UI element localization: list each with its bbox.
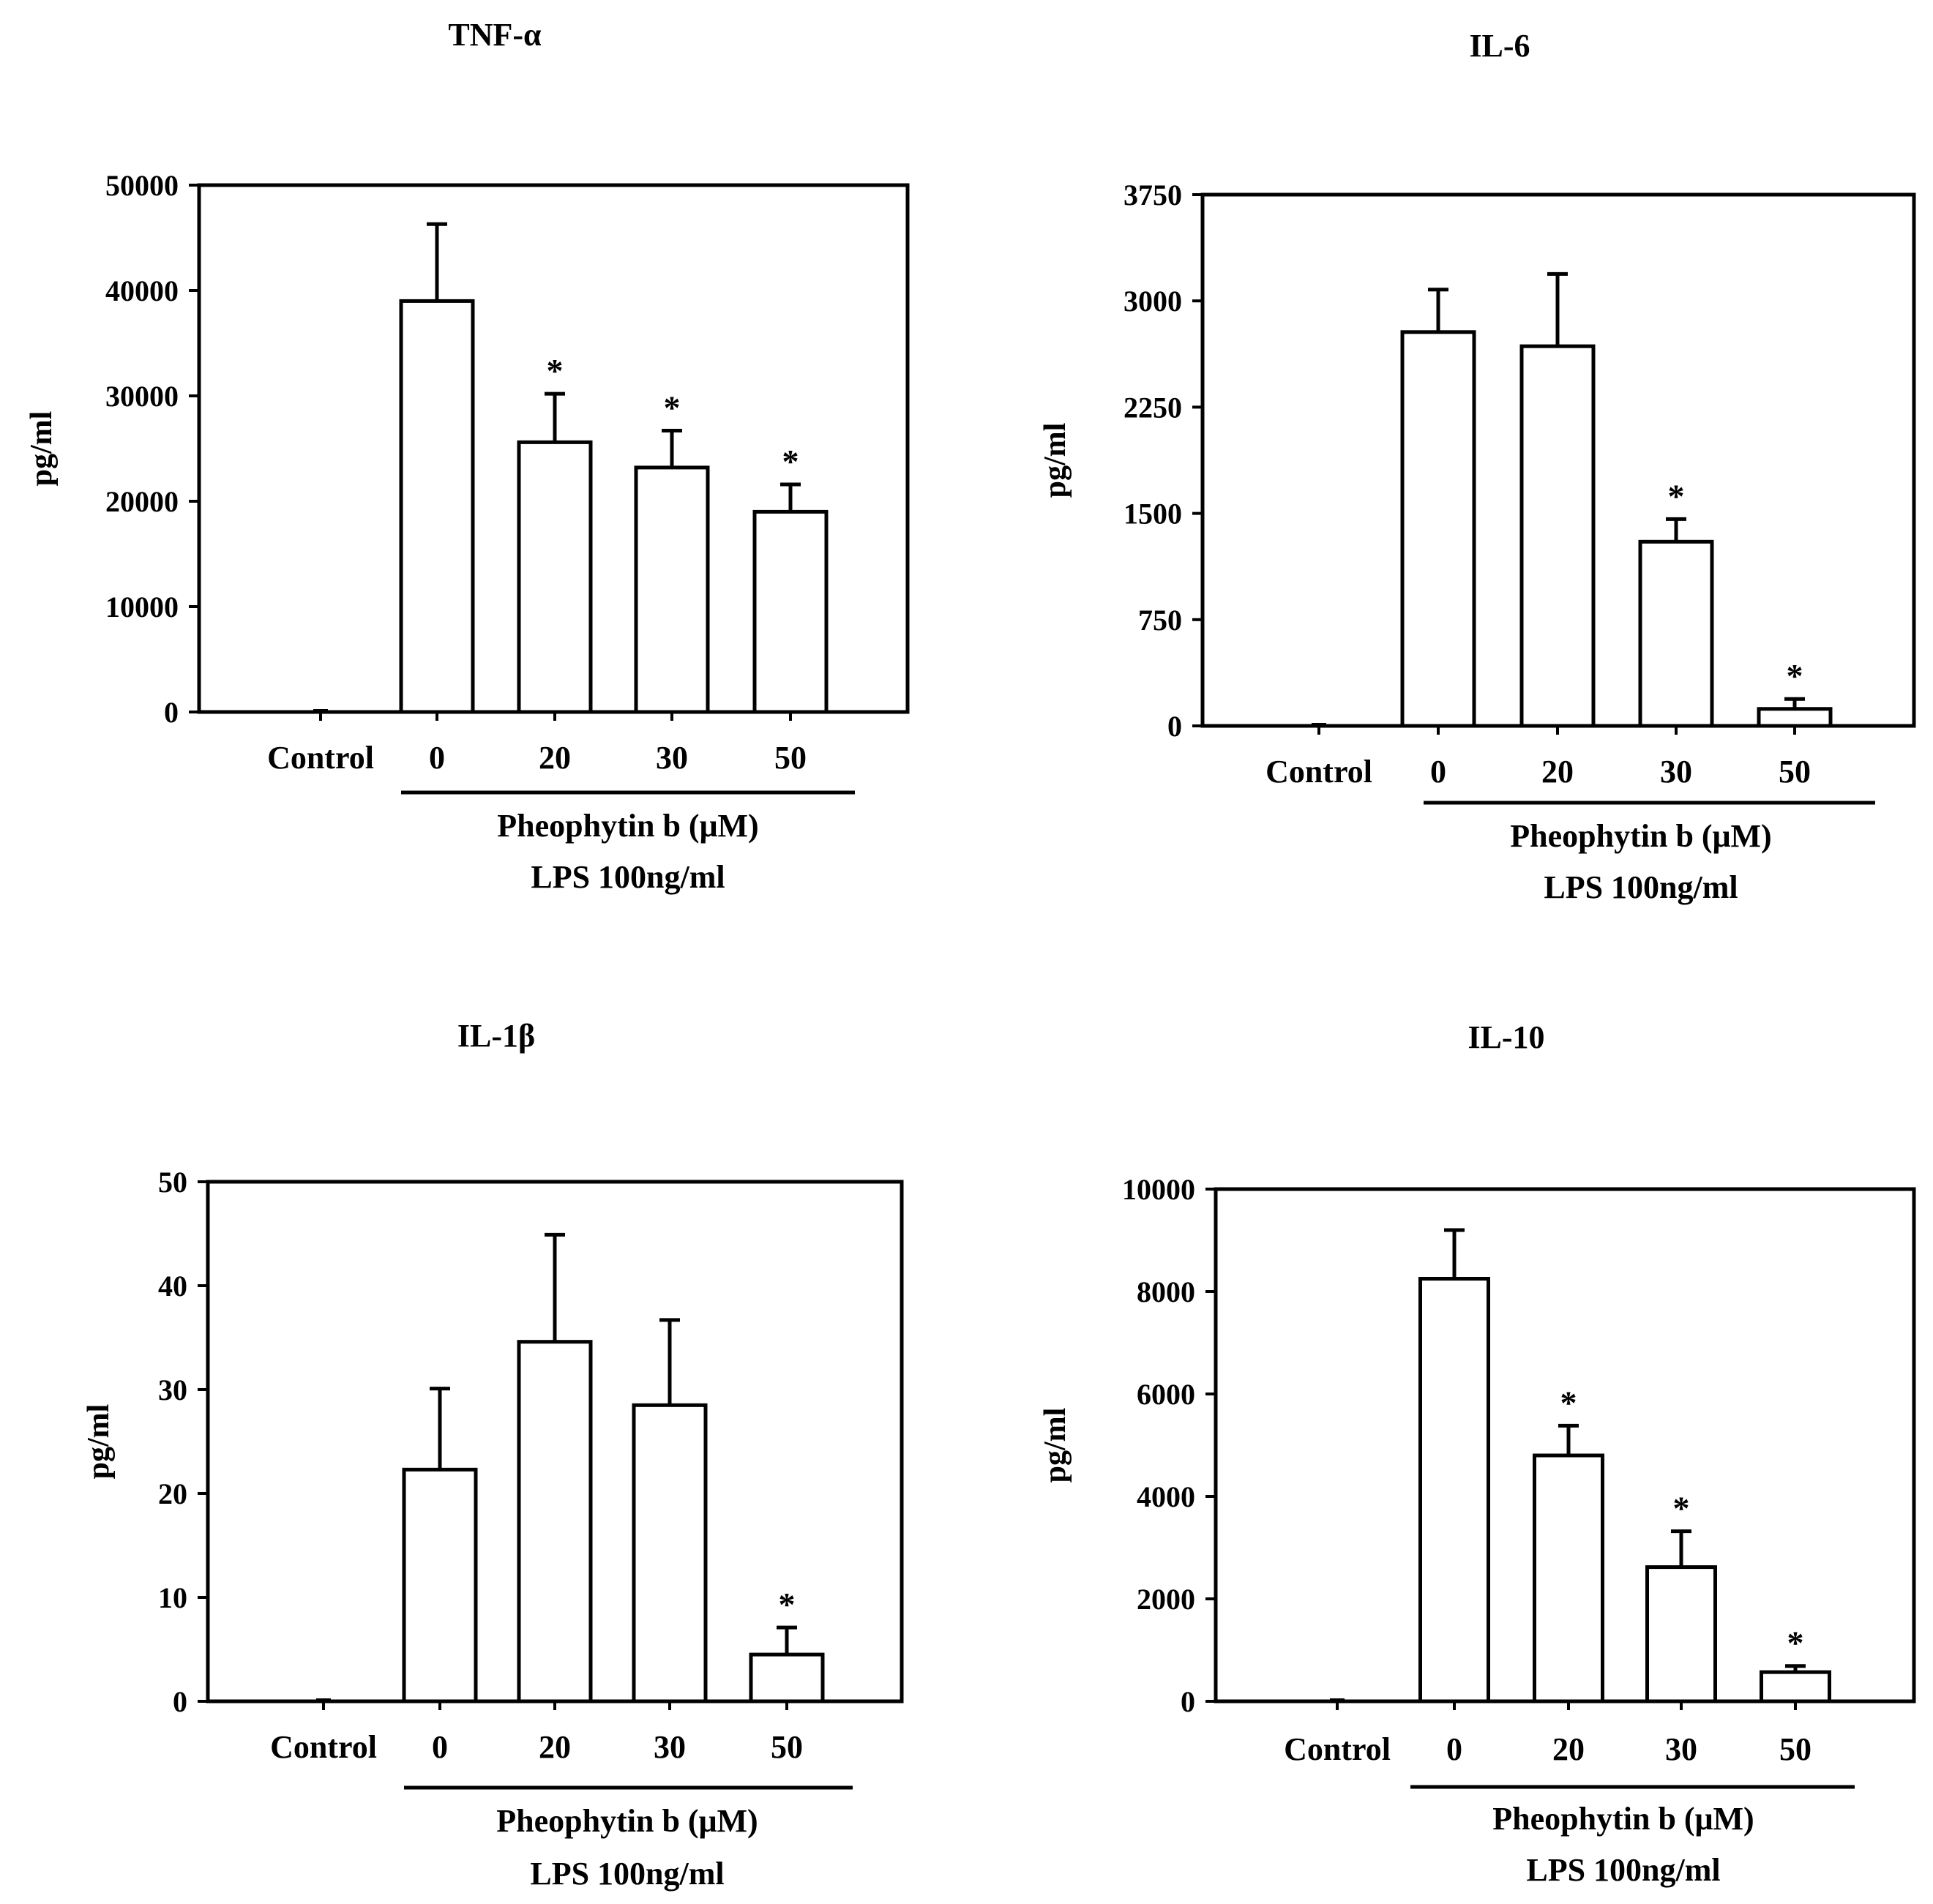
y-tick-label: 4000 [1137, 1480, 1195, 1513]
y-tick-label: 20000 [105, 485, 179, 518]
y-tick-label: 0 [1181, 1685, 1195, 1718]
y-tick-label: 0 [1167, 710, 1182, 743]
y-tick-label: 3000 [1123, 285, 1182, 318]
x-tick-label: 50 [771, 1729, 803, 1765]
x-tick-label: 50 [1779, 754, 1811, 790]
x-tick-label: Control [267, 740, 374, 776]
y-tick-label: 30000 [105, 380, 179, 413]
y-tick-label: 0 [173, 1685, 187, 1718]
y-tick-label: 1500 [1123, 498, 1182, 531]
chart-panel-tnf-alpha: TNF-α 0 10000 20000 30000 40000 50000 pg/ml Cont… [25, 17, 910, 895]
significance-marker: * [1560, 1384, 1577, 1421]
significance-marker: * [1668, 477, 1685, 514]
condition-label: LPS 100ng/ml [530, 1856, 724, 1892]
chart-panel-il-6: IL-6 0 750 1500 2250 3000 3750 pg/ml Control 0 20 *… [1039, 28, 1916, 905]
bar-20 [517, 440, 593, 714]
significance-marker: * [1787, 1624, 1804, 1662]
x-tick-label: 20 [539, 1729, 571, 1765]
y-tick-label: 40 [158, 1270, 187, 1303]
y-axis-label: pg/ml [82, 1404, 116, 1480]
y-tick-label: 3750 [1123, 179, 1182, 211]
x-tick-label: Control [1265, 754, 1372, 790]
y-tick-label: 50000 [105, 169, 179, 202]
bar-50 [749, 1652, 825, 1704]
bar-50 [1757, 707, 1833, 728]
y-tick-label: 8000 [1137, 1275, 1195, 1308]
bar-30 [1638, 539, 1714, 728]
treatment-group-label: Pheophytin b (μM) [496, 1803, 758, 1839]
x-tick-label: Control [1284, 1731, 1391, 1767]
y-tick-label: 6000 [1137, 1378, 1195, 1411]
y-tick-label: 20 [158, 1477, 187, 1510]
y-axis-label: pg/ml [1039, 423, 1072, 498]
x-tick-label: 0 [432, 1729, 448, 1765]
y-tick-label: 10000 [1122, 1173, 1195, 1206]
y-tick-label: 0 [164, 696, 179, 729]
y-tick-label: 2250 [1123, 391, 1182, 424]
x-tick-label: 20 [1552, 1731, 1585, 1767]
chart-panel-il-1-beta: IL-1β 0 10 20 30 40 50 pg/ml Control 0 20 30 * 50 Pheo… [82, 1018, 904, 1892]
x-tick-label: 30 [656, 740, 688, 776]
y-tick-label: 10 [158, 1581, 187, 1614]
x-tick-label: 30 [654, 1729, 686, 1765]
y-axis-label: pg/ml [1039, 1408, 1072, 1483]
y-axis-label: pg/ml [25, 411, 59, 487]
significance-marker: * [1787, 657, 1803, 694]
bar-20 [1533, 1453, 1604, 1704]
significance-marker: * [664, 389, 681, 427]
y-tick-label: 30 [158, 1373, 187, 1406]
treatment-group-label: Pheophytin b (μM) [497, 808, 758, 844]
bar-50 [1760, 1670, 1831, 1704]
chart-title: IL-6 [1469, 28, 1530, 64]
y-tick-label: 750 [1138, 604, 1182, 637]
bar-20 [1519, 344, 1596, 728]
chart-title: IL-1β [457, 1018, 535, 1054]
bar-30 [632, 1403, 708, 1704]
x-tick-label: 0 [1430, 754, 1446, 790]
x-tick-label: Control [270, 1729, 377, 1765]
x-tick-label: 30 [1665, 1731, 1697, 1767]
bar-50 [752, 509, 829, 714]
treatment-group-label: Pheophytin b (μM) [1492, 1801, 1754, 1837]
bar-0 [399, 299, 475, 714]
condition-label: LPS 100ng/ml [1526, 1852, 1720, 1888]
y-tick-label: 2000 [1137, 1583, 1195, 1616]
significance-marker: * [1673, 1490, 1690, 1527]
bar-30 [634, 465, 710, 714]
x-tick-label: 20 [539, 740, 571, 776]
significance-marker: * [547, 352, 564, 389]
condition-label: LPS 100ng/ml [531, 859, 725, 895]
significance-marker: * [779, 1586, 796, 1623]
bar-20 [517, 1340, 593, 1704]
chart-title: TNF-α [448, 17, 542, 53]
x-tick-label: 0 [429, 740, 445, 776]
x-tick-label: 0 [1446, 1731, 1462, 1767]
y-tick-label: 50 [158, 1166, 187, 1199]
x-tick-label: 50 [774, 740, 807, 776]
bar-0 [1400, 330, 1476, 728]
x-tick-label: 20 [1541, 754, 1574, 790]
x-tick-label: 50 [1779, 1731, 1812, 1767]
treatment-group-label: Pheophytin b (μM) [1510, 818, 1771, 854]
bar-30 [1645, 1565, 1717, 1704]
chart-title: IL-10 [1467, 1019, 1544, 1055]
condition-label: LPS 100ng/ml [1544, 869, 1738, 905]
bar-0 [402, 1467, 478, 1704]
significance-marker: * [782, 443, 799, 480]
bar-0 [1418, 1277, 1490, 1704]
chart-panel-il-10: IL-10 0 2000 4000 6000 8000 10000 pg/ml Control 0… [1039, 1019, 1916, 1888]
y-tick-label: 10000 [105, 591, 179, 623]
x-tick-label: 30 [1660, 754, 1692, 790]
y-tick-label: 40000 [105, 274, 179, 307]
